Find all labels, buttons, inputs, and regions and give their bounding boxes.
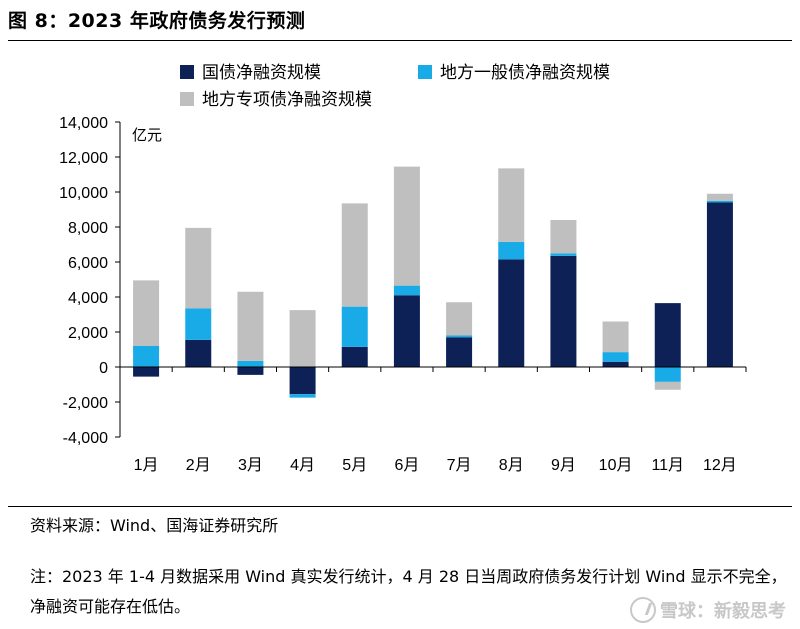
- watermark-text: 雪球：新毅思考: [660, 601, 786, 622]
- legend-label: 地方专项债净融资规模: [202, 90, 372, 109]
- x-tick-label: 3月: [238, 457, 263, 474]
- bar-guozhai: [185, 339, 212, 367]
- bar-guozhai: [706, 202, 733, 367]
- bar-difang-zhuanxiang: [602, 321, 629, 353]
- bar-guozhai: [133, 367, 160, 377]
- legend-label: 地方一般债净融资规模: [440, 63, 610, 82]
- bar-guozhai: [602, 361, 629, 367]
- y-tick-label: 14,000: [59, 115, 108, 132]
- bar-guozhai: [654, 303, 681, 367]
- y-tick-label: -2,000: [63, 395, 108, 412]
- bar-difang-zhuanxiang: [133, 280, 160, 346]
- bar-difang-yiban: [289, 394, 316, 398]
- y-tick-label: 2,000: [68, 325, 108, 342]
- bar-difang-zhuanxiang: [550, 220, 577, 254]
- chart-title: 图 8：2023 年政府债务发行预测: [8, 10, 306, 32]
- watermark: 雪球：新毅思考: [630, 597, 786, 623]
- bar-guozhai: [341, 346, 368, 367]
- bar-guozhai: [446, 337, 473, 367]
- bar-difang-zhuanxiang: [341, 203, 368, 307]
- bar-difang-yiban: [550, 253, 577, 256]
- bar-difang-zhuanxiang: [185, 227, 212, 309]
- y-tick-label: 4,000: [68, 290, 108, 307]
- x-tick-label: 4月: [290, 457, 315, 474]
- y-tick-label: 6,000: [68, 255, 108, 272]
- x-tick-label: 6月: [394, 457, 419, 474]
- chart: -4,000 -2,000 0 2,000 4,000 6,000 8,000 10,000 1…: [59, 63, 747, 474]
- bar-difang-zhuanxiang: [393, 166, 420, 286]
- x-tick-label: 7月: [447, 457, 472, 474]
- bar-difang-yiban: [602, 352, 629, 362]
- y-tick-label: 0: [99, 360, 108, 377]
- bar-difang-zhuanxiang: [446, 302, 473, 336]
- y-tick-label: 12,000: [59, 150, 108, 167]
- note-text: 注：2023 年 1-4 月数据采用 Wind 真实发行统计，4 月 28 日当…: [30, 567, 787, 616]
- bar-difang-yiban: [654, 367, 681, 382]
- bar-difang-zhuanxiang: [498, 168, 525, 242]
- x-tick-label: 12月: [703, 457, 737, 474]
- bar-difang-yiban: [498, 241, 525, 260]
- title-rule: [8, 40, 792, 41]
- bar-difang-yiban: [185, 308, 212, 340]
- bar-guozhai: [550, 255, 577, 367]
- source-text: 资料来源：Wind、国海证券研究所: [30, 516, 279, 535]
- bar-difang-zhuanxiang: [654, 381, 681, 390]
- bar-guozhai: [289, 367, 316, 395]
- bar-difang-zhuanxiang: [706, 193, 733, 201]
- bar-difang-yiban: [341, 306, 368, 347]
- legend-swatch: [418, 65, 432, 79]
- y-unit-label: 亿元: [132, 127, 162, 144]
- bar-difang-yiban: [446, 335, 473, 338]
- legend-label: 国债净融资规模: [202, 63, 321, 82]
- footer-rule: [8, 506, 792, 507]
- legend-swatch: [180, 92, 194, 106]
- bar-difang-zhuanxiang: [237, 291, 264, 361]
- bar-guozhai: [498, 259, 525, 367]
- bar-difang-yiban: [237, 360, 264, 367]
- bar-guozhai: [237, 367, 264, 375]
- bar-difang-yiban: [706, 200, 733, 203]
- x-tick-label: 10月: [599, 457, 633, 474]
- y-tick-label: 8,000: [68, 220, 108, 237]
- x-tick-label: 5月: [342, 457, 367, 474]
- y-tick-label: 10,000: [59, 185, 108, 202]
- x-tick-label: 2月: [186, 457, 211, 474]
- bar-guozhai: [393, 295, 420, 367]
- x-tick-label: 11月: [651, 457, 684, 474]
- bar-difang-yiban: [393, 285, 420, 296]
- bar-difang-yiban: [133, 346, 160, 367]
- bar-difang-zhuanxiang: [289, 310, 316, 367]
- x-tick-label: 9月: [551, 457, 576, 474]
- x-tick-label: 1月: [134, 457, 159, 474]
- watermark-logo-icon: [630, 597, 656, 623]
- x-tick-label: 8月: [499, 457, 524, 474]
- y-tick-label: -4,000: [63, 430, 108, 447]
- legend-swatch: [180, 65, 194, 79]
